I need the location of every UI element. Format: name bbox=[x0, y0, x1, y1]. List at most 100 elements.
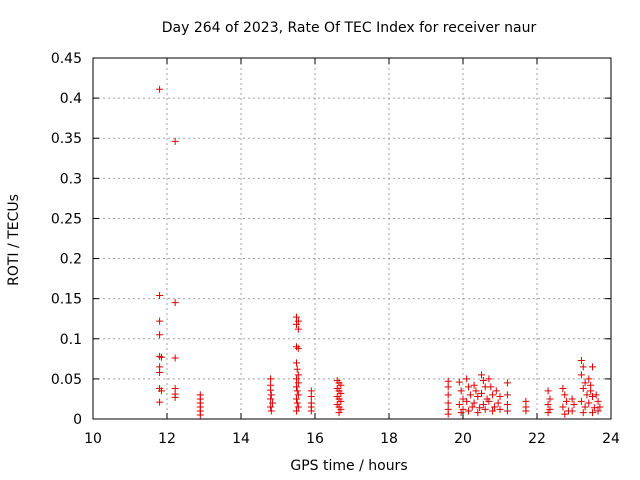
data-point bbox=[589, 409, 596, 417]
y-tick-label: 0.45 bbox=[51, 51, 82, 67]
data-point bbox=[294, 344, 302, 352]
data-point bbox=[171, 354, 179, 362]
data-point bbox=[293, 383, 300, 391]
data-point bbox=[307, 393, 315, 401]
data-point bbox=[267, 395, 275, 403]
data-point bbox=[156, 291, 164, 299]
data-point bbox=[594, 397, 602, 405]
data-point bbox=[546, 405, 554, 413]
data-point bbox=[563, 397, 571, 405]
data-point bbox=[444, 383, 452, 391]
data-point bbox=[496, 393, 504, 401]
data-point bbox=[470, 381, 478, 389]
x-axis: 10 12 14 16 18 20 22 24 bbox=[84, 58, 620, 447]
data-point bbox=[455, 401, 463, 409]
data-point bbox=[494, 399, 502, 407]
data-point bbox=[522, 407, 530, 415]
data-point bbox=[579, 363, 587, 371]
y-tick-label: 0.2 bbox=[60, 252, 82, 268]
data-point bbox=[585, 399, 593, 407]
data-point bbox=[589, 363, 596, 371]
data-point bbox=[171, 299, 179, 307]
data-point bbox=[570, 401, 578, 409]
y-tick-label: 0.4 bbox=[60, 91, 82, 107]
data-point bbox=[267, 407, 275, 415]
data-point bbox=[561, 410, 569, 418]
data-point bbox=[335, 409, 343, 417]
data-point bbox=[465, 383, 473, 391]
x-tick-label: 18 bbox=[380, 431, 398, 447]
data-point bbox=[293, 313, 300, 321]
data-point bbox=[589, 393, 596, 401]
x-tick-label: 22 bbox=[528, 431, 546, 447]
data-point bbox=[577, 397, 585, 405]
data-point bbox=[577, 356, 585, 364]
data-point bbox=[268, 399, 276, 407]
data-point bbox=[457, 409, 465, 417]
plot-frame bbox=[92, 57, 612, 420]
y-axis-label: ROTI / TECUs bbox=[6, 194, 22, 286]
x-tick-label: 16 bbox=[306, 431, 324, 447]
data-point bbox=[585, 375, 593, 383]
data-point bbox=[196, 411, 204, 419]
data-point bbox=[156, 368, 164, 376]
y-tick-label: 0 bbox=[73, 412, 82, 428]
data-point bbox=[474, 393, 482, 401]
data-point bbox=[489, 407, 497, 415]
data-point bbox=[481, 405, 489, 413]
data-point bbox=[581, 403, 589, 411]
data-point bbox=[489, 391, 497, 399]
data-point bbox=[546, 395, 554, 403]
data-point bbox=[171, 393, 179, 401]
data-point bbox=[559, 403, 567, 411]
data-point bbox=[455, 378, 463, 386]
grid-lines bbox=[93, 58, 611, 419]
data-points bbox=[156, 85, 604, 419]
data-point bbox=[267, 403, 275, 411]
data-point bbox=[267, 386, 275, 394]
x-tick-label: 20 bbox=[454, 431, 472, 447]
data-point bbox=[544, 409, 552, 417]
data-point bbox=[470, 399, 478, 407]
data-point bbox=[568, 407, 576, 415]
y-tick-label: 0.15 bbox=[51, 292, 82, 308]
data-point bbox=[594, 407, 602, 415]
data-point bbox=[463, 397, 471, 405]
data-point bbox=[559, 385, 567, 393]
data-point bbox=[293, 407, 300, 415]
data-point bbox=[503, 391, 511, 399]
data-point bbox=[293, 399, 301, 407]
data-point bbox=[596, 403, 604, 411]
data-point bbox=[156, 317, 164, 325]
data-point bbox=[561, 391, 569, 399]
y-tick-label: 0.25 bbox=[51, 211, 82, 227]
x-axis-label: GPS time / hours bbox=[290, 458, 407, 474]
data-point bbox=[487, 383, 495, 391]
data-point bbox=[592, 391, 600, 399]
data-point bbox=[579, 409, 587, 417]
data-point bbox=[459, 395, 467, 403]
data-point bbox=[544, 401, 552, 409]
data-point bbox=[581, 379, 589, 387]
data-point bbox=[444, 410, 452, 418]
data-point bbox=[294, 371, 302, 379]
data-point bbox=[293, 343, 300, 351]
data-point bbox=[583, 391, 591, 399]
chart-title: Day 264 of 2023, Rate Of TEC Index for r… bbox=[162, 20, 537, 36]
data-point bbox=[444, 391, 452, 399]
data-point bbox=[503, 407, 511, 415]
data-point bbox=[294, 403, 302, 411]
data-point bbox=[293, 375, 300, 383]
data-point bbox=[444, 399, 452, 407]
x-tick-label: 12 bbox=[158, 431, 176, 447]
data-point bbox=[485, 397, 493, 405]
data-point bbox=[156, 398, 164, 406]
data-point bbox=[293, 365, 301, 373]
data-point bbox=[337, 389, 345, 397]
data-point bbox=[293, 320, 300, 328]
y-axis: 0 0.05 0.1 0.15 0.2 0.25 0.3 0.35 0.4 0.45 bbox=[51, 51, 611, 428]
data-point bbox=[293, 359, 300, 367]
data-point bbox=[294, 379, 302, 387]
data-point bbox=[267, 375, 275, 383]
